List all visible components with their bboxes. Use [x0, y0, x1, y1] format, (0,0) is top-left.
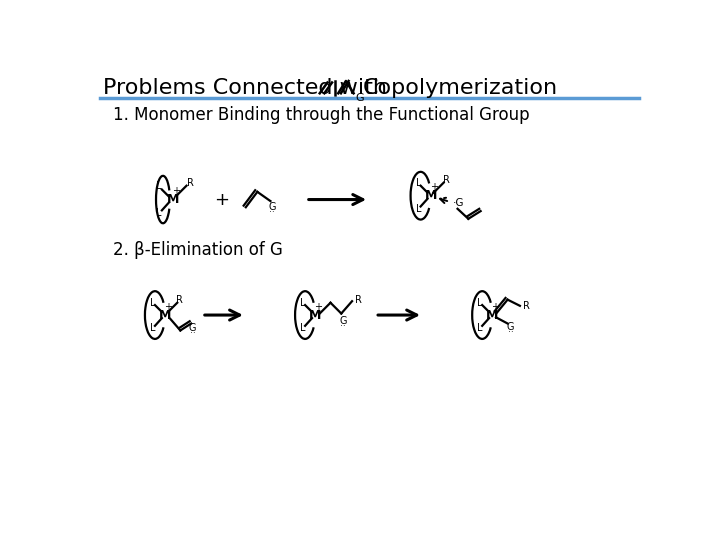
Text: M: M: [486, 308, 498, 321]
Text: R: R: [187, 178, 194, 187]
Text: +: +: [314, 301, 322, 312]
Text: M: M: [309, 308, 321, 321]
Text: L: L: [300, 298, 305, 308]
Text: R: R: [443, 176, 449, 185]
Text: L: L: [415, 204, 421, 214]
Text: ·G: ·G: [453, 198, 464, 208]
Text: ··: ··: [269, 208, 275, 217]
Text: +: +: [214, 191, 229, 208]
Text: L: L: [300, 323, 305, 333]
Text: Problems Connected with: Problems Connected with: [104, 78, 387, 98]
Text: M: M: [166, 193, 179, 206]
Text: L: L: [156, 208, 161, 218]
Text: +: +: [430, 182, 438, 192]
Text: L: L: [415, 178, 421, 188]
Text: 1. Monomer Binding through the Functional Group: 1. Monomer Binding through the Functiona…: [113, 106, 530, 124]
Text: 2. β-Elimination of G: 2. β-Elimination of G: [113, 241, 283, 259]
Text: +: +: [164, 301, 172, 312]
Text: G: G: [269, 202, 276, 212]
Text: L: L: [156, 181, 161, 192]
Text: Copolymerization: Copolymerization: [363, 78, 558, 98]
Text: +: +: [491, 301, 499, 312]
Text: L: L: [477, 298, 482, 308]
Text: L: L: [150, 298, 156, 308]
Text: R: R: [176, 295, 183, 306]
Text: G: G: [507, 322, 514, 332]
Text: M: M: [424, 189, 437, 202]
Text: ··: ··: [190, 329, 196, 338]
Text: R: R: [355, 295, 362, 305]
Text: M: M: [159, 308, 171, 321]
Text: G: G: [339, 316, 346, 326]
Text: +: +: [172, 186, 180, 196]
Text: G: G: [189, 323, 197, 333]
Text: L: L: [150, 323, 156, 333]
Text: ··: ··: [508, 328, 513, 338]
Text: L: L: [477, 323, 482, 333]
Text: ··: ··: [340, 322, 346, 331]
Text: R: R: [523, 301, 530, 311]
Text: G: G: [355, 93, 364, 103]
